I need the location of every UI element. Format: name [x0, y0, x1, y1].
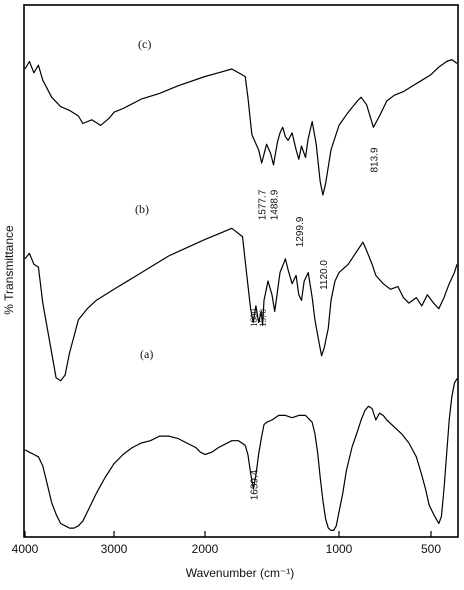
peak-label-1120: 1120.0	[319, 260, 330, 290]
x-tick-label: 1000	[326, 542, 353, 556]
series-b-line	[24, 227, 458, 382]
peak-label-813: 813.9	[369, 147, 380, 172]
plot-frame	[23, 4, 459, 538]
peak-label-1570: 1570	[258, 309, 268, 328]
x-tick-label: 4000	[12, 542, 39, 556]
x-tick-label: 3000	[101, 542, 128, 556]
peak-label-1488: 1488.9	[270, 189, 281, 220]
peak-label-1299: 1299.9	[295, 216, 306, 247]
series-label-b: (b)	[135, 202, 149, 216]
series-c-line	[24, 59, 458, 196]
peak-label-1600: 1600	[249, 309, 259, 328]
series-label-a: (a)	[140, 347, 153, 361]
x-tick-label: 2000	[192, 542, 219, 556]
x-axis-label: Wavenumber (cm⁻¹)	[186, 566, 295, 580]
x-axis-ticks: 4000 3000 2000 1000 500	[12, 531, 441, 556]
series-a-line	[24, 378, 458, 531]
peak-label-1639: 1639.4	[249, 469, 260, 500]
y-axis-label: % Transmittance	[2, 225, 16, 315]
peak-label-1577: 1577.7	[258, 189, 269, 220]
x-tick-label: 500	[421, 542, 441, 556]
series-label-c: (c)	[138, 37, 151, 51]
